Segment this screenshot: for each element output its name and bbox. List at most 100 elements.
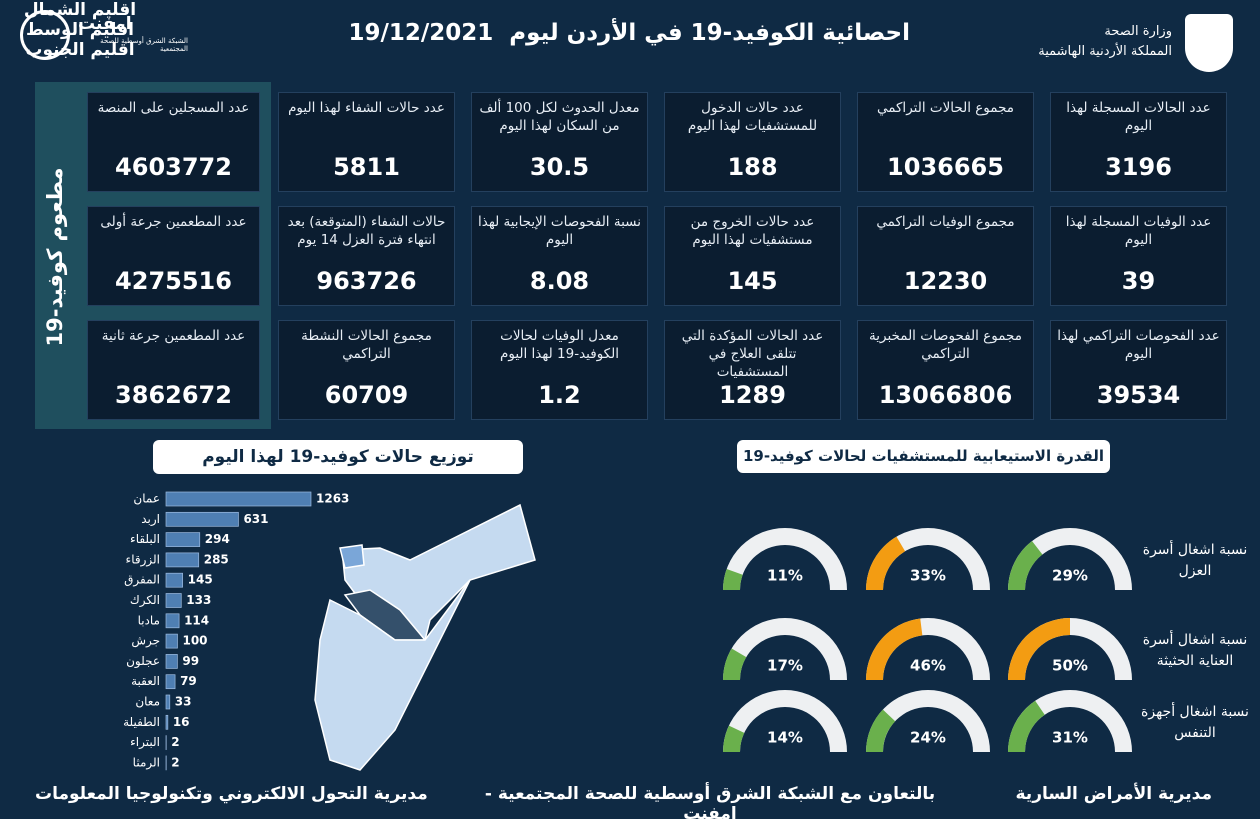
gauge-track xyxy=(723,618,847,680)
bar-value: 133 xyxy=(186,593,211,607)
gauge-label: 29% xyxy=(1052,567,1088,585)
stat-card: عدد حالات الدخول للمستشفيات لهذا اليوم 18… xyxy=(664,92,841,192)
bar xyxy=(165,511,239,527)
gauge-label: 50% xyxy=(1052,657,1088,675)
gauge-title: القدرة الاستيعابية للمستشفيات لحالات كوف… xyxy=(737,440,1110,473)
stat-value: 1.2 xyxy=(538,381,581,409)
bar xyxy=(165,694,171,710)
stat-card: نسبة الفحوصات الإيجابية لهذا اليوم 8.08 xyxy=(471,206,648,306)
logo-icon xyxy=(20,10,70,60)
category-label: الطفيلة xyxy=(123,715,160,729)
ministry: وزارة الصحة xyxy=(1104,24,1172,39)
gauge-fill xyxy=(1008,700,1045,752)
stat-card: عدد الحالات المؤكدة التي تتلقى العلاج في… xyxy=(664,320,841,420)
category-label: العقبة xyxy=(131,674,160,688)
stat-value: 4603772 xyxy=(115,153,232,181)
stat-card: عدد المطعمين جرعة أولى 4275516 xyxy=(87,206,260,306)
bar-value: 285 xyxy=(204,552,229,566)
stat-card: عدد المطعمين جرعة ثانية 3862672 xyxy=(87,320,260,420)
bar-value: 99 xyxy=(182,654,199,668)
stat-label: عدد الحالات المؤكدة التي تتلقى العلاج في… xyxy=(681,328,824,381)
bar xyxy=(165,491,312,507)
gauge-fill xyxy=(1008,541,1043,590)
bar xyxy=(165,633,178,649)
bar-title: توزيع حالات كوفيد-19 لهذا اليوم xyxy=(153,440,523,474)
stat-label: عدد حالات الخروج من مستشفيات لهذا اليوم xyxy=(690,214,815,249)
gauge-label: 31% xyxy=(1052,729,1088,747)
stat-label: عدد الفحوصات التراكمي لهذا اليوم xyxy=(1057,328,1220,363)
gauge-label: 17% xyxy=(767,657,803,675)
gauge-track xyxy=(1008,690,1132,752)
kingdom: المملكة الأردنية الهاشمية xyxy=(1038,44,1172,59)
gauge-label: 46% xyxy=(910,657,946,675)
footer-right: مديرية الأمراض السارية xyxy=(1015,784,1213,804)
bar xyxy=(165,613,180,629)
gauge-track xyxy=(1008,528,1132,590)
stat-label: عدد المسجلين على المنصة xyxy=(97,100,250,116)
footer-center: بالتعاون مع الشبكة الشرق أوسطية للصحة ال… xyxy=(484,784,936,819)
stat-label: حالات الشفاء (المتوقعة) بعد انتهاء فترة … xyxy=(287,214,446,249)
category-label: البلقاء xyxy=(130,532,160,546)
stat-value: 13066806 xyxy=(878,381,1013,409)
stat-value: 4275516 xyxy=(115,267,232,295)
stat-value: 30.5 xyxy=(529,153,590,181)
bar xyxy=(165,532,201,547)
gauge-fill xyxy=(723,568,743,590)
stat-label: عدد الوفيات المسجلة لهذا اليوم xyxy=(1065,214,1212,249)
stat-label: معدل الحدوث لكل 100 ألف من السكان لهذا ا… xyxy=(479,100,640,135)
gauge-fill xyxy=(866,536,906,590)
bar-value: 2 xyxy=(171,735,179,749)
stat-value: 8.08 xyxy=(529,267,590,295)
stat-value: 60709 xyxy=(324,381,409,409)
stat-label: عدد حالات الشفاء لهذا اليوم xyxy=(288,100,445,116)
stat-label: مجموع الحالات التراكمي xyxy=(876,100,1015,116)
category-label: المفرق xyxy=(124,573,160,588)
stat-value: 1289 xyxy=(719,381,786,409)
stat-label: عدد المطعمين جرعة ثانية xyxy=(101,328,246,344)
map xyxy=(314,503,536,771)
category-label: اربد xyxy=(141,512,160,527)
logo-subtitle: الشبكة الشرق أوسطية للصحة المجتمعية xyxy=(100,37,188,53)
stat-value: 39 xyxy=(1121,267,1156,295)
date: 19/12/2021 xyxy=(348,20,494,46)
gauge-label: 33% xyxy=(910,567,946,585)
category-label: الرمثا xyxy=(133,755,160,770)
stat-label: عدد الحالات المسجلة لهذا اليوم xyxy=(1066,100,1211,135)
gauge-label: 11% xyxy=(767,567,803,585)
gauge-fill xyxy=(723,725,745,752)
stat-card: عدد حالات الشفاء لهذا اليوم 5811 xyxy=(278,92,455,192)
stat-label: مجموع الحالات النشطة التراكمي xyxy=(301,328,432,363)
category-label: البتراء xyxy=(130,735,160,750)
bar-value: 79 xyxy=(180,674,197,688)
footer-left: مديرية التحول الالكتروني وتكنولوجيا المع… xyxy=(35,784,428,804)
bar-value: 1263 xyxy=(316,492,349,506)
category-label: جرش xyxy=(131,634,160,649)
bar xyxy=(165,593,182,608)
stat-label: معدل الوفيات لحالات الكوفيد-19 لهذا اليو… xyxy=(500,328,619,363)
stat-card: مجموع الوفيات التراكمي 12230 xyxy=(857,206,1034,306)
gauge-fill xyxy=(866,618,923,680)
gauge-fill xyxy=(1008,618,1070,680)
logo-text: امفنت xyxy=(78,14,132,34)
stat-value: 39534 xyxy=(1096,381,1181,409)
stat-value: 963726 xyxy=(316,267,417,295)
bar-value: 2 xyxy=(171,755,179,769)
bar xyxy=(165,552,200,568)
bar xyxy=(165,674,176,690)
row-label: نسبة اشغال أجهزة التنفس xyxy=(1141,704,1249,741)
bar xyxy=(165,572,183,588)
row-label: نسبة اشغال أسرة العزل xyxy=(1142,542,1248,579)
row-label: نسبة اشغال أسرة العناية الحثيثة xyxy=(1142,632,1248,669)
stat-value: 3196 xyxy=(1105,153,1172,181)
stat-card: حالات الشفاء (المتوقعة) بعد انتهاء فترة … xyxy=(278,206,455,306)
stat-label: نسبة الفحوصات الإيجابية لهذا اليوم xyxy=(478,214,641,249)
category-label: عمان xyxy=(133,492,160,506)
stat-card: مجموع الحالات النشطة التراكمي 60709 xyxy=(278,320,455,420)
bar-value: 294 xyxy=(205,532,230,546)
stat-label: عدد المطعمين جرعة أولى xyxy=(100,214,247,230)
category-label: الزرقاء xyxy=(126,552,160,567)
stat-card: عدد الفحوصات التراكمي لهذا اليوم 39534 xyxy=(1050,320,1227,420)
map-region xyxy=(339,544,365,569)
